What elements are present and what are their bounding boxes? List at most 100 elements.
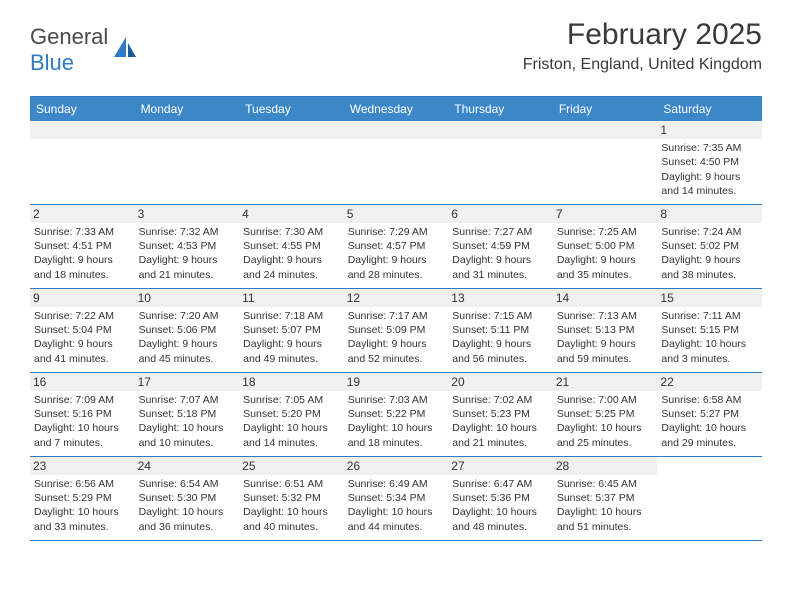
daylight-text: Daylight: 10 hours and 25 minutes. <box>557 421 654 449</box>
sunset-text: Sunset: 5:20 PM <box>243 407 340 421</box>
daylight-text: Daylight: 10 hours and 40 minutes. <box>243 505 340 533</box>
empty-filler <box>30 121 657 139</box>
sunrise-text: Sunrise: 7:02 AM <box>452 393 549 407</box>
sunset-text: Sunset: 5:32 PM <box>243 491 340 505</box>
day-cell: 11Sunrise: 7:18 AMSunset: 5:07 PMDayligh… <box>239 289 344 372</box>
daylight-text: Daylight: 9 hours and 52 minutes. <box>348 337 445 365</box>
day-cell: 13 Sunrise: 7:15 AMSunset: 5:11 PMDayligh… <box>448 289 553 372</box>
sunrise-text: Sunrise: 7:11 AM <box>661 309 758 323</box>
sunset-text: Sunset: 5:36 PM <box>452 491 549 505</box>
day-number: 8 <box>657 205 762 223</box>
day-cell: 27Sunrise: 6:47 AMSunset: 5:36 PMDayligh… <box>448 457 553 540</box>
day-number: 5 <box>344 205 449 223</box>
sunrise-text: Sunrise: 7:09 AM <box>34 393 131 407</box>
daylight-text: Daylight: 10 hours and 29 minutes. <box>661 421 758 449</box>
day-number: 14 <box>553 289 658 307</box>
day-number: 17 <box>135 373 240 391</box>
sunrise-text: Sunrise: 6:45 AM <box>557 477 654 491</box>
sunset-text: Sunset: 5:16 PM <box>34 407 131 421</box>
daylight-text: Daylight: 9 hours and 21 minutes. <box>139 253 236 281</box>
sunset-text: Sunset: 4:51 PM <box>34 239 131 253</box>
day-number: 4 <box>239 205 344 223</box>
sunset-text: Sunset: 5:04 PM <box>34 323 131 337</box>
day-cell: 23Sunrise: 6:56 AMSunset: 5:29 PMDayligh… <box>30 457 135 540</box>
sunset-text: Sunset: 5:07 PM <box>243 323 340 337</box>
week-row: 1Sunrise: 7:35 AMSunset: 4:50 PMDaylight… <box>30 121 762 205</box>
sunrise-text: Sunrise: 7:13 AM <box>557 309 654 323</box>
day-cell: 5Sunrise: 7:29 AMSunset: 4:57 PMDaylight… <box>344 205 449 288</box>
day-cell: 21Sunrise: 7:00 AMSunset: 5:25 PMDayligh… <box>553 373 658 456</box>
day-number: 2 <box>30 205 135 223</box>
daylight-text: Daylight: 10 hours and 44 minutes. <box>348 505 445 533</box>
day-cell: 26Sunrise: 6:49 AMSunset: 5:34 PMDayligh… <box>344 457 449 540</box>
logo-text-1: General <box>30 24 108 49</box>
daylight-text: Daylight: 10 hours and 21 minutes. <box>452 421 549 449</box>
daylight-text: Daylight: 9 hours and 31 minutes. <box>452 253 549 281</box>
logo: General Blue <box>30 18 138 76</box>
sunset-text: Sunset: 4:57 PM <box>348 239 445 253</box>
daylight-text: Daylight: 9 hours and 59 minutes. <box>557 337 654 365</box>
daylight-text: Daylight: 10 hours and 14 minutes. <box>243 421 340 449</box>
sunset-text: Sunset: 5:02 PM <box>661 239 758 253</box>
calendar: SundayMondayTuesdayWednesdayThursdayFrid… <box>30 96 762 541</box>
daylight-text: Daylight: 9 hours and 35 minutes. <box>557 253 654 281</box>
sunrise-text: Sunrise: 7:30 AM <box>243 225 340 239</box>
sunset-text: Sunset: 4:59 PM <box>452 239 549 253</box>
sunset-text: Sunset: 5:34 PM <box>348 491 445 505</box>
sunset-text: Sunset: 5:11 PM <box>452 323 549 337</box>
day-number: 28 <box>553 457 658 475</box>
week-row: 2 Sunrise: 7:33 AMSunset: 4:51 PM Daylight… <box>30 205 762 289</box>
day-cell: 9Sunrise: 7:22 AMSunset: 5:04 PMDaylight… <box>30 289 135 372</box>
day-cell: 12Sunrise: 7:17 AMSunset: 5:09 PMDayligh… <box>344 289 449 372</box>
sunrise-text: Sunrise: 7:05 AM <box>243 393 340 407</box>
day-cell: 2Sunrise: 7:33 AMSunset: 4:51 PMDaylight… <box>30 205 135 288</box>
day-cell: 19Sunrise: 7:03 AMSunset: 5:22 PMDayligh… <box>344 373 449 456</box>
sunrise-text: Sunrise: 7:24 AM <box>661 225 758 239</box>
sail-icon <box>112 35 138 66</box>
weekday-label: Wednesday <box>344 97 449 121</box>
day-cell: 10Sunrise: 7:20 AMSunset: 5:06 PMDayligh… <box>135 289 240 372</box>
empty-cell <box>657 457 762 540</box>
weekday-label: Sunday <box>30 97 135 121</box>
sunrise-text: Sunrise: 7:15 AM <box>452 309 549 323</box>
sunrise-text: Sunrise: 7:03 AM <box>348 393 445 407</box>
day-number: 24 <box>135 457 240 475</box>
day-cell: 15Sunrise: 7:11 AMSunset: 5:15 PMDayligh… <box>657 289 762 372</box>
sunrise-text: Sunrise: 7:27 AM <box>452 225 549 239</box>
daylight-text: Daylight: 9 hours and 38 minutes. <box>661 253 758 281</box>
sunrise-text: Sunrise: 7:00 AM <box>557 393 654 407</box>
daylight-text: Daylight: 10 hours and 36 minutes. <box>139 505 236 533</box>
daylight-text: Daylight: 10 hours and 7 minutes. <box>34 421 131 449</box>
daylight-text: Daylight: 9 hours and 24 minutes. <box>243 253 340 281</box>
day-cell: 7Sunrise: 7:25 AMSunset: 5:00 PMDaylight… <box>553 205 658 288</box>
sunrise-text: Sunrise: 6:58 AM <box>661 393 758 407</box>
sunrise-text: Sunrise: 6:51 AM <box>243 477 340 491</box>
day-cell: 17Sunrise: 7:07 AMSunset: 5:18 PMDayligh… <box>135 373 240 456</box>
logo-text-2: Blue <box>30 50 74 75</box>
day-cell: 18Sunrise: 7:05 AMSunset: 5:20 PMDayligh… <box>239 373 344 456</box>
week-row: 16Sunrise: 7:09 AMSunset: 5:16 PMDayligh… <box>30 373 762 457</box>
sunset-text: Sunset: 5:22 PM <box>348 407 445 421</box>
day-number: 22 <box>657 373 762 391</box>
sunrise-text: Sunrise: 7:33 AM <box>34 225 131 239</box>
sunset-text: Sunset: 5:25 PM <box>557 407 654 421</box>
day-number: 20 <box>448 373 553 391</box>
day-cell: 1Sunrise: 7:35 AMSunset: 4:50 PMDaylight… <box>657 121 762 204</box>
sunset-text: Sunset: 4:50 PM <box>661 155 758 169</box>
sunrise-text: Sunrise: 7:29 AM <box>348 225 445 239</box>
day-number: 9 <box>30 289 135 307</box>
daylight-text: Daylight: 10 hours and 33 minutes. <box>34 505 131 533</box>
day-number: 10 <box>135 289 240 307</box>
day-number: 16 <box>30 373 135 391</box>
day-number: 3 <box>135 205 240 223</box>
day-number: 26 <box>344 457 449 475</box>
day-cell: 20Sunrise: 7:02 AMSunset: 5:23 PMDayligh… <box>448 373 553 456</box>
sunrise-text: Sunrise: 7:18 AM <box>243 309 340 323</box>
sunset-text: Sunset: 4:55 PM <box>243 239 340 253</box>
day-number: 13 <box>448 289 553 307</box>
sunrise-text: Sunrise: 6:56 AM <box>34 477 131 491</box>
daylight-text: Daylight: 9 hours and 56 minutes. <box>452 337 549 365</box>
day-cell: 14Sunrise: 7:13 AMSunset: 5:13 PMDayligh… <box>553 289 658 372</box>
sunrise-text: Sunrise: 7:07 AM <box>139 393 236 407</box>
sunset-text: Sunset: 4:53 PM <box>139 239 236 253</box>
